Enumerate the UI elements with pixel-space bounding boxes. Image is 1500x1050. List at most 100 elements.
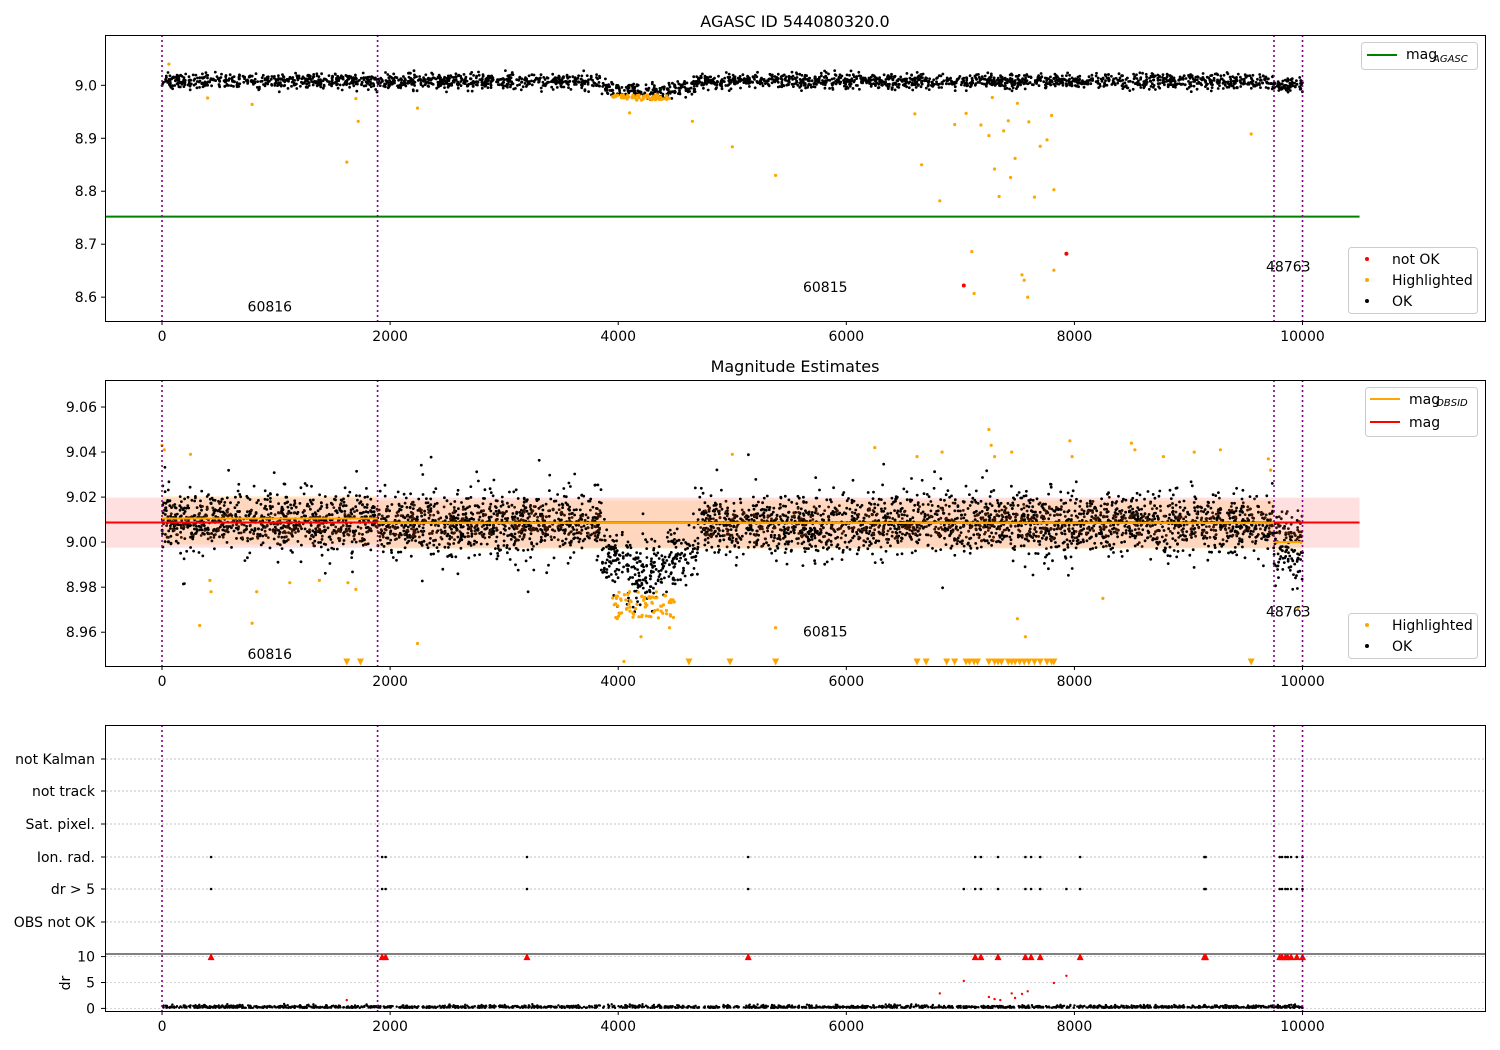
ok-point: [644, 83, 648, 87]
ok-point: [836, 535, 839, 539]
ok-point: [348, 85, 351, 89]
ok-point: [511, 82, 515, 86]
ok-point: [1209, 89, 1213, 93]
ok-point: [487, 78, 490, 82]
ok-point: [859, 77, 863, 80]
ok-point: [1216, 87, 1220, 90]
ok-point: [1112, 542, 1116, 546]
ok-point: [631, 582, 634, 586]
ok-point: [886, 75, 889, 79]
ok-point: [319, 545, 323, 549]
ok-point: [164, 78, 168, 81]
ok-point: [1212, 500, 1215, 504]
ok-point: [1056, 79, 1060, 83]
ok-point: [1091, 77, 1094, 80]
ok-point: [421, 493, 425, 496]
ok-point: [943, 536, 946, 540]
ok-point: [555, 78, 558, 82]
ok-point: [1183, 83, 1187, 87]
ok-point: [611, 91, 615, 95]
ok-point: [784, 547, 788, 551]
ok-point: [962, 516, 966, 520]
ok-point: [726, 506, 729, 510]
ok-point: [329, 501, 333, 505]
ok-point: [484, 81, 488, 84]
ok-point: [1227, 551, 1230, 555]
ok-point: [813, 85, 817, 89]
ok-point: [645, 540, 649, 544]
ok-point: [836, 543, 840, 547]
ok-point: [295, 87, 299, 90]
ok-point: [792, 531, 796, 535]
ok-point: [193, 499, 197, 503]
ok-point: [387, 85, 391, 89]
ok-point: [655, 90, 659, 93]
ok-point: [702, 86, 705, 90]
ok-point: [778, 85, 782, 88]
ok-point: [383, 483, 387, 487]
ok-point: [472, 74, 475, 77]
ok-point: [698, 80, 702, 84]
ok-point: [449, 74, 453, 77]
ok-point: [505, 546, 509, 549]
ok-point: [259, 80, 262, 83]
ok-point: [990, 74, 993, 77]
ok-point: [1227, 85, 1231, 89]
ok-point: [739, 501, 743, 505]
ok-point: [877, 539, 881, 543]
ok-point: [937, 86, 941, 89]
ok-point: [944, 543, 948, 546]
ok-point: [294, 505, 298, 509]
ok-point: [1126, 86, 1130, 90]
ok-point: [772, 78, 775, 82]
ok-point: [1182, 523, 1186, 527]
ok-point: [829, 540, 833, 543]
ok-point: [810, 538, 814, 541]
ok-point: [400, 524, 404, 527]
ok-point: [1079, 512, 1083, 516]
ok-point: [1237, 542, 1240, 546]
ok-point: [1016, 504, 1020, 507]
ok-point: [713, 513, 717, 516]
ok-point: [830, 77, 834, 81]
ok-point: [1209, 81, 1212, 84]
ok-point: [455, 528, 459, 531]
ok-point: [1298, 76, 1302, 79]
ok-point: [355, 77, 358, 81]
ok-point: [213, 70, 217, 74]
x-tick-label: 6000: [829, 329, 865, 345]
ok-point: [702, 83, 705, 87]
ok-point: [751, 528, 754, 532]
highlighted-point: [657, 97, 662, 101]
ok-point: [1169, 497, 1173, 500]
ok-point: [652, 547, 656, 550]
ok-point: [1249, 86, 1253, 90]
ok-point: [286, 87, 290, 90]
ok-point: [196, 76, 199, 80]
ok-point: [1071, 539, 1075, 542]
ok-point: [765, 494, 769, 498]
ok-point: [827, 546, 831, 549]
ok-point: [843, 77, 847, 81]
ok-point: [831, 86, 834, 90]
ok-point: [733, 544, 737, 548]
ok-point: [706, 88, 710, 92]
ok-point: [1082, 512, 1085, 515]
ok-point: [219, 76, 223, 79]
ok-point: [1161, 525, 1164, 529]
ok-point: [1070, 494, 1074, 498]
ok-point: [434, 487, 438, 490]
legend-mag-agasc-sub: AGASC: [1432, 54, 1468, 65]
ok-point: [1153, 496, 1157, 500]
ok-point: [203, 532, 206, 536]
ok-point: [1278, 87, 1282, 91]
legend-label: OK: [1392, 294, 1413, 310]
ok-point: [484, 77, 488, 81]
ok-point: [775, 514, 779, 517]
ok-point: [1094, 514, 1098, 517]
ok-point: [1123, 524, 1127, 528]
ok-point: [584, 79, 587, 83]
ok-point: [371, 76, 375, 79]
ok-point: [775, 559, 778, 563]
ok-point: [369, 77, 373, 81]
